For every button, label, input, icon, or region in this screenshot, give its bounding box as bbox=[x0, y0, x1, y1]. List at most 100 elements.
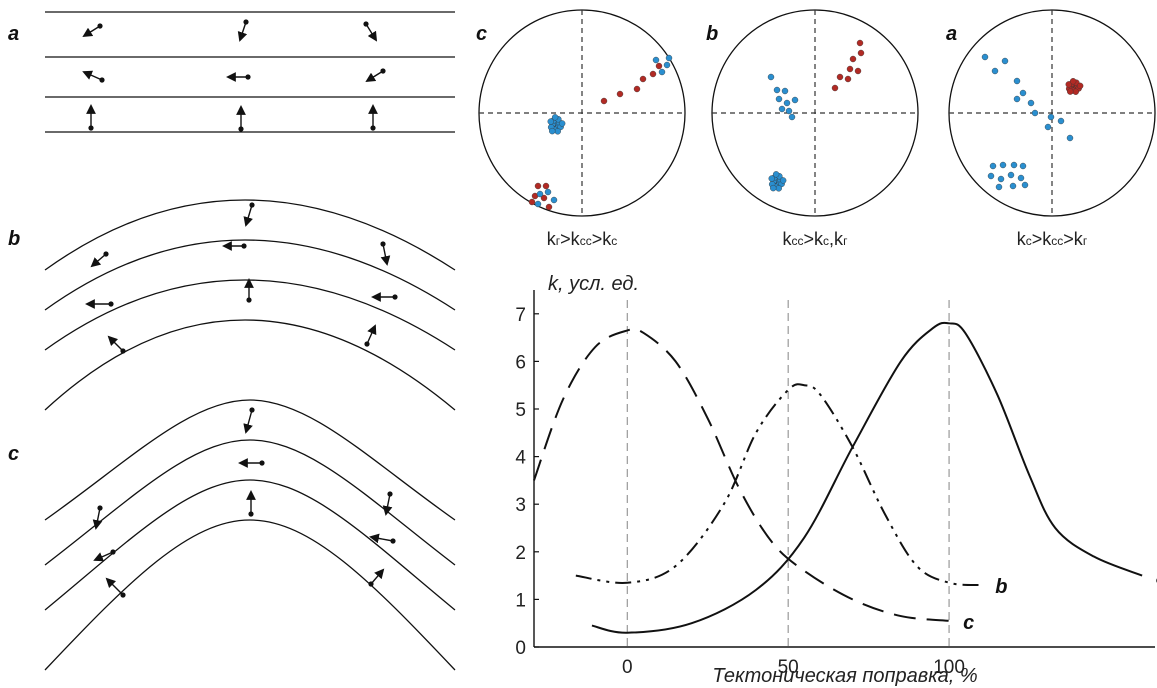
pole-point bbox=[528, 198, 536, 206]
stereonet-c bbox=[478, 9, 686, 217]
vector-arrow bbox=[371, 292, 398, 302]
pole-point bbox=[1017, 174, 1025, 182]
y-tick-label: 2 bbox=[515, 543, 526, 564]
vector-arrow bbox=[365, 68, 386, 83]
pole-point bbox=[844, 75, 852, 83]
x-tick-label: 50 bbox=[778, 657, 799, 678]
fold-tight bbox=[44, 399, 456, 671]
pole-point bbox=[544, 188, 552, 196]
pole-point bbox=[600, 97, 608, 105]
stereonet-caption-a: kс>kсс>kг bbox=[1017, 229, 1088, 249]
y-tick-label: 0 bbox=[515, 638, 526, 659]
series-label-c: c bbox=[963, 612, 974, 634]
pole-point bbox=[652, 56, 660, 64]
pole-point bbox=[547, 118, 554, 125]
pole-point bbox=[981, 53, 989, 61]
pole-point bbox=[545, 203, 553, 211]
vector-arrow bbox=[237, 19, 249, 42]
layers-horizontal bbox=[45, 11, 455, 133]
pole-point bbox=[770, 184, 777, 192]
pole-point bbox=[558, 120, 566, 127]
vector-arrow bbox=[368, 568, 385, 587]
pole-point bbox=[1066, 134, 1074, 142]
series-line-a bbox=[591, 321, 1143, 634]
panel-label-c: c bbox=[8, 443, 19, 465]
vector-arrow bbox=[369, 533, 396, 544]
vector-arrow bbox=[246, 490, 256, 517]
pole-point bbox=[791, 96, 799, 104]
magnetization-arrows-b bbox=[85, 202, 398, 354]
pole-point bbox=[658, 68, 666, 76]
pole-point bbox=[1001, 57, 1009, 65]
pole-point bbox=[633, 85, 641, 93]
pole-point bbox=[536, 190, 544, 198]
pole-point bbox=[540, 194, 548, 202]
pole-point bbox=[649, 70, 657, 78]
vector-arrow bbox=[93, 549, 116, 562]
pole-point bbox=[554, 128, 561, 135]
pole-point bbox=[987, 172, 995, 180]
pole-point bbox=[639, 75, 647, 83]
pole-point bbox=[856, 39, 864, 47]
pole-point bbox=[534, 200, 542, 208]
vector-arrow bbox=[86, 104, 96, 131]
pole-point bbox=[542, 182, 550, 190]
vector-arrow bbox=[368, 104, 378, 131]
stereonet-label-b: b bbox=[706, 23, 718, 45]
panel-label-b: b bbox=[8, 228, 20, 250]
pole-point bbox=[1044, 123, 1052, 131]
pole-point bbox=[1009, 182, 1017, 190]
pole-point bbox=[534, 182, 542, 190]
magnetization-arrows-c bbox=[92, 407, 396, 598]
stereonet-a bbox=[948, 9, 1156, 217]
pole-point bbox=[1019, 162, 1027, 170]
pole-point bbox=[1027, 99, 1035, 107]
series-line-b bbox=[575, 383, 982, 587]
y-tick-label: 4 bbox=[515, 448, 526, 469]
vector-arrow bbox=[244, 278, 254, 303]
pole-point bbox=[1007, 171, 1015, 179]
pole-point bbox=[775, 95, 783, 103]
pole-point bbox=[991, 67, 999, 75]
vector-arrow bbox=[85, 299, 114, 309]
pole-point bbox=[995, 183, 1003, 191]
vector-arrow bbox=[363, 21, 378, 42]
pole-point bbox=[1072, 88, 1079, 95]
vector-arrow bbox=[105, 577, 126, 598]
pole-point bbox=[857, 49, 865, 57]
pole-point bbox=[1031, 109, 1039, 117]
pole-point bbox=[788, 113, 796, 121]
pole-point bbox=[1010, 161, 1018, 169]
pole-point bbox=[550, 196, 558, 204]
vector-arrow bbox=[82, 70, 105, 83]
y-tick-label: 7 bbox=[515, 305, 526, 326]
pole-point bbox=[846, 65, 854, 73]
vector-arrow bbox=[238, 458, 265, 468]
pole-point bbox=[997, 175, 1005, 183]
x-tick-label: 0 bbox=[622, 657, 633, 678]
pole-point bbox=[665, 54, 673, 62]
stereonet-b bbox=[711, 9, 919, 217]
y-tick-label: 6 bbox=[515, 352, 526, 373]
pole-point bbox=[1021, 181, 1029, 189]
y-tick-label: 5 bbox=[515, 400, 526, 421]
pole-point bbox=[1057, 117, 1065, 125]
stereonet-caption-c: kг>kсс>kс bbox=[547, 229, 617, 249]
vector-arrow bbox=[222, 241, 247, 251]
pole-point bbox=[1065, 81, 1072, 88]
pole-point bbox=[768, 175, 775, 182]
stereonet-caption-b: kсс>kс,kг bbox=[783, 229, 849, 249]
pole-point bbox=[1069, 78, 1077, 85]
pole-point bbox=[831, 84, 839, 92]
vector-arrow bbox=[243, 202, 255, 227]
pole-point bbox=[655, 62, 663, 70]
vector-arrow bbox=[92, 505, 103, 530]
pole-point bbox=[781, 87, 789, 95]
pole-point bbox=[785, 107, 793, 115]
pole-point bbox=[836, 73, 844, 81]
vector-arrow bbox=[380, 241, 391, 266]
pole-point bbox=[551, 114, 559, 121]
stereonet-label-a: a bbox=[946, 23, 957, 45]
vector-arrow bbox=[82, 23, 103, 38]
